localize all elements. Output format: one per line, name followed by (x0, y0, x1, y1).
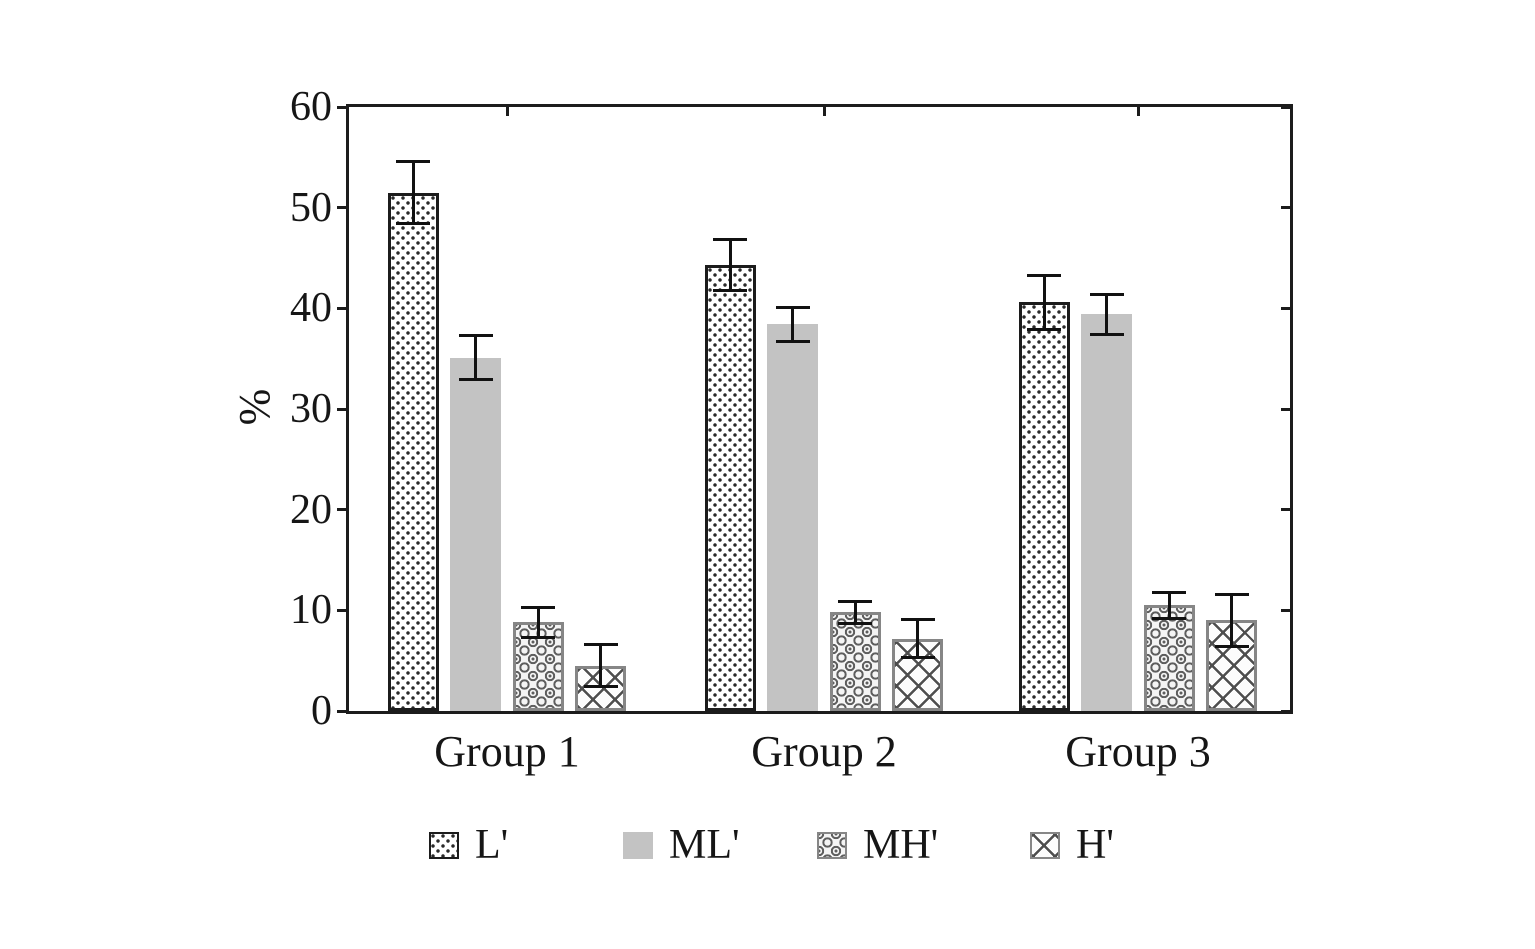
x-category-label-group2: Group 2 (751, 727, 897, 776)
error-bar-h-group3-stem (1230, 594, 1234, 647)
error-bar-l-group1-cap-top (396, 159, 431, 163)
legend-swatch-mh-icon (817, 831, 847, 859)
error-bar-h-group3-cap-top (1214, 592, 1249, 596)
error-bar-l-group1-stem (411, 161, 415, 224)
error-bar-mh-group2-stem (853, 601, 857, 624)
error-bar-ml-group3-stem (1105, 294, 1109, 335)
bar-l-group2 (704, 265, 756, 711)
y-tick-label: 50 (290, 184, 332, 231)
y-axis-tick-right (1281, 407, 1290, 411)
error-bar-ml-group2-stem (791, 307, 795, 342)
legend-swatch-ml-icon (623, 831, 653, 859)
error-bar-l-group3-stem (1042, 275, 1046, 330)
error-bar-mh-group1-cap-top (521, 605, 556, 609)
y-axis-tick-right (1281, 608, 1290, 612)
legend-entry-ml: ML' (623, 817, 740, 873)
error-bar-ml-group2-cap-top (775, 305, 810, 309)
error-bar-mh-group2-cap-top (838, 599, 873, 603)
y-axis-tick-left (337, 407, 346, 411)
legend-label-l: L' (475, 822, 509, 868)
error-bar-l-group3-cap-bottom (1027, 327, 1062, 331)
x-axis-tick-top (1136, 107, 1140, 116)
error-bar-h-group2-cap-top (900, 617, 935, 621)
y-axis-tick-left (337, 709, 346, 713)
error-bar-ml-group3-cap-bottom (1089, 333, 1124, 336)
x-axis-tick-top (822, 107, 826, 116)
y-axis-tick-left (337, 508, 346, 512)
bar-mh-group3 (1143, 605, 1195, 711)
y-tick-label: 10 (290, 587, 332, 634)
error-bar-ml-group1-stem (474, 335, 478, 380)
error-bar-h-group1-cap-bottom (583, 685, 618, 689)
x-axis-tick-top (505, 107, 509, 116)
x-category-label-group1: Group 1 (434, 727, 580, 776)
error-bar-l-group3-cap-top (1027, 273, 1062, 277)
error-bar-mh-group1-stem (536, 607, 540, 638)
legend-entry-l: L' (429, 817, 508, 873)
error-bar-h-group2-cap-bottom (900, 656, 935, 660)
y-axis-tick-right (1281, 306, 1290, 310)
error-bar-l-group2-stem (728, 239, 732, 291)
error-bar-h-group1-cap-top (583, 643, 618, 647)
error-bar-mh-group1-cap-bottom (521, 636, 556, 639)
y-tick-label: 60 (290, 84, 332, 130)
error-bar-ml-group1-cap-top (458, 334, 493, 337)
error-bar-h-group2-stem (916, 619, 920, 658)
legend-entry-h: H' (1030, 817, 1114, 873)
y-axis-tick-right (1281, 206, 1290, 210)
error-bar-l-group2-cap-bottom (713, 288, 748, 292)
legend-label-h: H' (1076, 822, 1114, 868)
error-bar-h-group3-cap-bottom (1214, 645, 1249, 649)
legend-label-mh: MH' (863, 822, 939, 868)
y-axis-tick-right (1281, 105, 1290, 109)
y-axis-tick-left (337, 306, 346, 310)
legend-swatch-h-icon (1030, 831, 1060, 859)
legend-label-ml: ML' (669, 822, 740, 868)
legend-swatch-l-icon (429, 831, 459, 859)
y-axis-tick-left (337, 105, 346, 109)
y-tick-label: 30 (290, 386, 332, 432)
y-axis-tick-left (337, 608, 346, 612)
y-tick-label: 0 (311, 688, 332, 734)
bar-mh-group1 (512, 622, 564, 711)
legend-entry-mh: MH' (817, 817, 938, 873)
bar-ml-group2 (767, 324, 819, 711)
bar-l-group1 (387, 192, 439, 711)
error-bar-mh-group3-cap-top (1152, 590, 1187, 594)
bar-ml-group1 (450, 357, 502, 711)
error-bar-h-group1-stem (599, 644, 603, 687)
error-bar-l-group1-cap-bottom (396, 222, 431, 226)
error-bar-ml-group2-cap-bottom (775, 340, 810, 344)
bar-mh-group2 (829, 612, 881, 711)
y-tick-label: 20 (290, 486, 332, 533)
plot-area (337, 104, 1293, 714)
y-tick-label: 40 (290, 285, 332, 332)
y-axis-tick-right (1281, 709, 1290, 713)
error-bar-mh-group3-cap-bottom (1152, 616, 1187, 620)
y-axis-tick-right (1281, 508, 1290, 512)
error-bar-mh-group3-stem (1167, 592, 1171, 619)
bar-l-group3 (1018, 302, 1070, 711)
bar-h-group2 (892, 638, 944, 711)
bar-ml-group3 (1081, 314, 1133, 711)
error-bar-mh-group2-cap-bottom (838, 621, 873, 625)
error-bar-ml-group1-cap-bottom (458, 378, 493, 382)
x-category-label-group3: Group 3 (1065, 727, 1211, 776)
y-axis-tick-left (337, 206, 346, 210)
error-bar-l-group2-cap-top (713, 238, 748, 242)
error-bar-ml-group3-cap-top (1089, 292, 1124, 296)
